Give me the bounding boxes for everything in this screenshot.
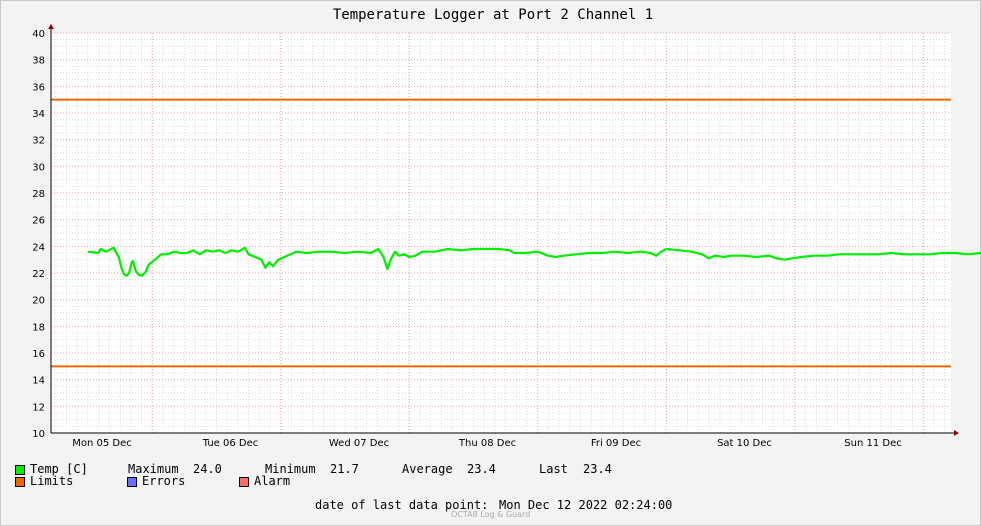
watermark: OCTA8 Log & Guard: [451, 510, 531, 519]
y-tick-label: 26: [32, 216, 45, 227]
x-tick-label: Mon 05 Dec: [72, 438, 132, 449]
y-tick-label: 24: [32, 242, 45, 253]
min-value: 21.7: [330, 462, 359, 476]
y-tick-label: 18: [32, 322, 45, 333]
x-tick-label: Sun 11 Dec: [844, 438, 901, 449]
y-tick-label: 20: [32, 296, 45, 307]
y-tick-label: 28: [32, 189, 45, 200]
axes: [48, 24, 959, 436]
temp-legend-label: Temp [C]: [30, 462, 88, 476]
x-tick-labels: Mon 05 Dec Tue 06 Dec Wed 07 Dec Thu 08 Dec…: [72, 438, 902, 449]
last-label: Last: [539, 462, 568, 476]
alarm-legend-label: Alarm: [254, 474, 291, 488]
alarm-legend-swatch: [239, 477, 249, 487]
y-tick-label: 38: [32, 56, 45, 67]
x-tick-label: Fri 09 Dec: [591, 438, 641, 449]
last-data-point-value: Mon Dec 12 2022 02:24:00: [499, 498, 673, 512]
avg-value: 23.4: [467, 462, 496, 476]
y-tick-label: 10: [32, 429, 45, 440]
last-value: 23.4: [583, 462, 612, 476]
y-tick-labels: 10 12 14 16 18 20 22 24 26 28 30 32 34 36 38 40: [32, 29, 45, 440]
x-axis-arrow: [954, 430, 959, 436]
y-tick-label: 16: [32, 349, 45, 360]
x-tick-label: Wed 07 Dec: [329, 438, 389, 449]
chart-title: Temperature Logger at Port 2 Channel 1: [333, 7, 653, 23]
y-tick-label: 40: [32, 29, 45, 40]
max-value: 24.0: [193, 462, 222, 476]
last-data-point-label: date of last data point:: [315, 498, 489, 512]
y-tick-label: 12: [32, 402, 45, 413]
limits-legend-swatch: [15, 477, 25, 487]
minor-grid: [51, 33, 951, 433]
errors-legend-swatch: [127, 477, 137, 487]
limit-lines: [51, 98, 951, 368]
y-tick-label: 32: [32, 136, 45, 147]
x-tick-label: Thu 08 Dec: [458, 438, 516, 449]
min-label: Minimum: [265, 462, 316, 476]
x-tick-label: Tue 06 Dec: [202, 438, 259, 449]
series-line: [87, 246, 981, 277]
errors-legend-label: Errors: [142, 474, 186, 488]
y-tick-label: 30: [32, 162, 45, 173]
x-tick-label: Sat 10 Dec: [717, 438, 772, 449]
y-tick-label: 22: [32, 269, 45, 280]
max-label: Maximum: [128, 462, 179, 476]
y-tick-label: 36: [32, 82, 45, 93]
avg-label: Average: [402, 462, 453, 476]
y-axis-arrow: [48, 24, 54, 29]
y-tick-label: 14: [32, 376, 45, 387]
series-layer: [87, 246, 981, 277]
y-tick-label: 34: [32, 109, 45, 120]
temp-legend-swatch: [15, 465, 25, 475]
limits-legend-label: Limits: [30, 474, 74, 488]
